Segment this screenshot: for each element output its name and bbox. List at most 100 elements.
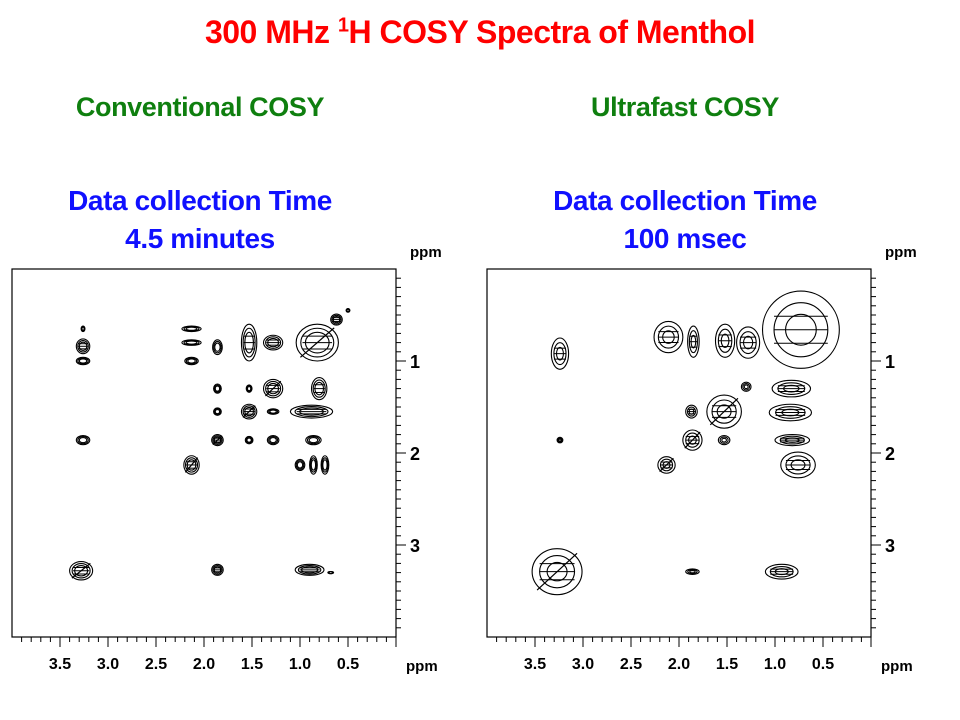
diagonal-peak (682, 429, 703, 451)
cross-peak (75, 434, 91, 446)
contour-ring (212, 339, 223, 356)
title-prefix: 300 MHz (204, 14, 338, 50)
contour-ring (214, 385, 221, 392)
contour-ring (780, 451, 816, 479)
cross-peak (266, 408, 280, 415)
contour-ring (78, 358, 88, 364)
contour-ring (719, 436, 729, 444)
cross-peak (213, 407, 222, 416)
contour-ring (328, 571, 333, 575)
contour-ring (266, 408, 280, 415)
contour-ring (75, 434, 91, 446)
x-tick-label: 0.5 (812, 656, 834, 673)
cross-peak (761, 290, 840, 369)
contour-ring (265, 380, 282, 397)
y-tick-label: 1 (410, 352, 420, 372)
diagonal-line (184, 457, 199, 473)
cross-peak (262, 378, 284, 399)
contour-ring (736, 326, 761, 359)
cross-peak (245, 384, 253, 393)
cross-peak (181, 325, 202, 333)
contour-ring (306, 435, 320, 445)
cross-peak (768, 403, 813, 422)
contour-ring (185, 340, 198, 345)
contour-ring (295, 323, 339, 362)
contour-ring (269, 436, 277, 444)
contour-ring (556, 436, 564, 444)
x-tick-label: 0.5 (337, 656, 359, 673)
title-superscript: 1 (337, 14, 349, 37)
contour-ring (771, 379, 812, 398)
conventional-heading: Conventional COSY (75, 92, 325, 122)
contour-ring (294, 563, 325, 576)
contour-ring (240, 323, 258, 362)
contour-ring (764, 563, 799, 580)
contour-ring (743, 384, 749, 390)
contour-ring (244, 435, 254, 445)
contour-ring (212, 564, 223, 575)
slide-title: 300 MHz 1H COSY Spectra of Menthol (0, 14, 960, 51)
conventional-time-value: 4.5 minutes (125, 223, 275, 254)
contour-ring (240, 403, 258, 420)
cross-peak (320, 455, 330, 475)
contour-ring (242, 405, 256, 418)
contour-ring (531, 548, 583, 596)
x-tick-label: 1.5 (716, 656, 738, 673)
contour-ring (312, 379, 326, 398)
contour-ring (310, 459, 317, 471)
conventional-cosy-plot: 3.5 3.0 2.5 2.0 1.5 1.0 0.5 1 2 3 ppm ppm (11, 244, 442, 675)
contour-ring (714, 323, 736, 358)
cross-peak (685, 404, 698, 419)
cross-peak (266, 434, 280, 446)
contour-ring (269, 409, 277, 414)
cross-peak (262, 334, 284, 351)
cross-peak (294, 458, 306, 472)
cross-peak (327, 571, 335, 575)
cross-peak (213, 383, 222, 394)
diagonal-peak (211, 434, 224, 447)
diagonal-line (709, 397, 739, 426)
contour-ring (717, 434, 731, 446)
cross-peak (295, 323, 339, 362)
contour-ring (262, 334, 284, 351)
contour-ring (294, 458, 306, 472)
diagonal-line (659, 457, 674, 473)
x-tick-label: 2.0 (193, 656, 215, 673)
cross-peak (771, 379, 812, 398)
cross-peak (653, 320, 684, 354)
contour-ring (310, 377, 328, 401)
contour-ring (181, 325, 202, 333)
contour-ring (320, 455, 330, 475)
x-tick-label: 2.5 (620, 656, 642, 673)
contour-ring (245, 384, 253, 393)
contour-ring (262, 378, 284, 399)
diagonal-peak (69, 561, 94, 581)
cross-peak (764, 563, 799, 580)
plot-frame (11, 268, 397, 638)
contour-ring (245, 436, 253, 444)
cross-peak (550, 337, 570, 370)
contour-ring (322, 459, 328, 471)
diagonal-line (684, 431, 701, 449)
contour-ring (213, 340, 222, 354)
cross-peak (289, 404, 334, 419)
cross-peak (714, 323, 736, 358)
cross-peak (685, 568, 700, 575)
contour-ring (685, 568, 700, 575)
contour-ring (685, 404, 698, 419)
contour-ring (297, 564, 322, 575)
contour-ring (246, 385, 252, 393)
contour-ring (309, 457, 317, 473)
contour-ring (557, 437, 563, 443)
contour-ring (211, 434, 224, 447)
contour-ring (246, 385, 252, 392)
contour-ring (761, 290, 840, 369)
cross-peak (556, 436, 564, 444)
cross-peak (309, 455, 318, 475)
y-tick-label: 2 (410, 444, 420, 464)
contour-ring (346, 308, 350, 312)
contour-ring (300, 327, 335, 358)
contour-ring (213, 407, 222, 416)
cross-peak (774, 434, 811, 447)
